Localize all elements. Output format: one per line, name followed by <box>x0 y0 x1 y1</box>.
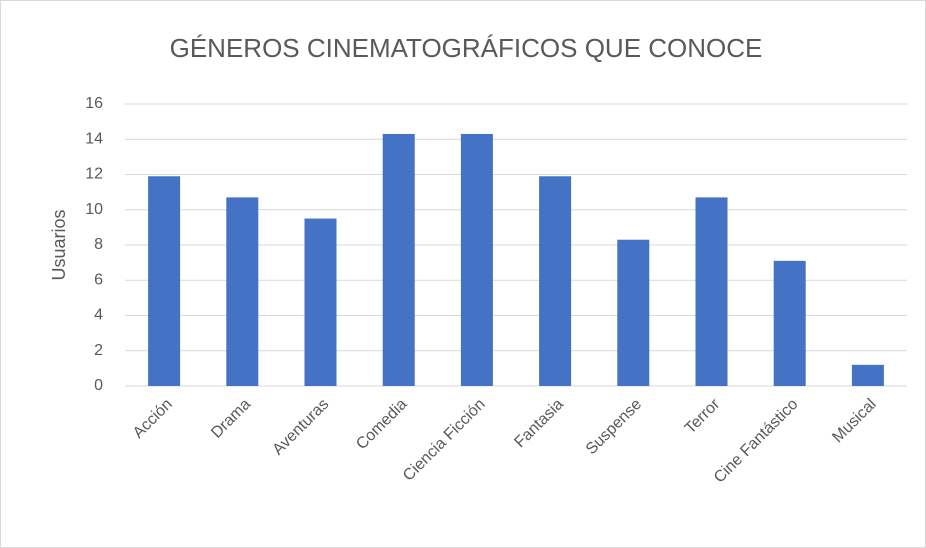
y-tick-label: 10 <box>85 201 103 218</box>
bar <box>539 176 572 386</box>
bar <box>382 133 415 386</box>
bar <box>304 218 337 386</box>
bar <box>226 197 259 386</box>
y-tick-label: 6 <box>94 271 103 288</box>
y-tick-label: 2 <box>94 342 103 359</box>
y-tick-label: 12 <box>85 166 103 183</box>
bar <box>148 176 181 386</box>
bar <box>460 133 493 386</box>
bar <box>773 260 806 386</box>
y-axis-label: Usuarios <box>49 209 69 280</box>
y-tick-label: 16 <box>85 95 103 112</box>
bar <box>617 239 650 386</box>
chart-title: GÉNEROS CINEMATOGRÁFICOS QUE CONOCE <box>170 33 763 63</box>
y-tick-label: 4 <box>94 307 103 324</box>
y-tick-label: 0 <box>94 377 103 394</box>
y-tick-label: 8 <box>94 236 103 253</box>
bar <box>851 364 884 386</box>
y-tick-label: 14 <box>85 130 103 147</box>
bar <box>695 197 728 386</box>
